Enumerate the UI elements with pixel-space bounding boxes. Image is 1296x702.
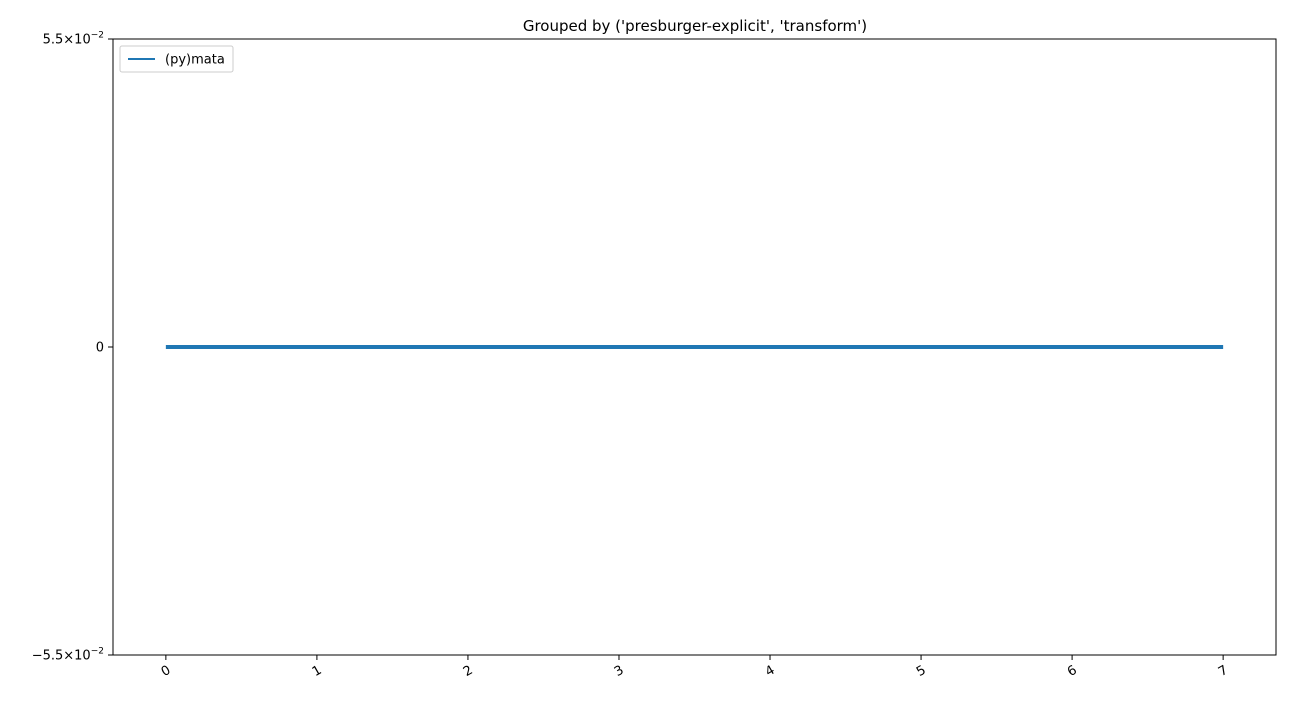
y-tick-label: 5.5×10−2 (43, 31, 104, 48)
y-axis: 5.5×10−2 0 −5.5×10−2 (32, 31, 113, 664)
chart-title: Grouped by ('presburger-explicit', 'tran… (523, 17, 867, 35)
legend: (py)mata (119, 45, 234, 73)
x-tick-label: 4 (763, 663, 778, 680)
x-tick-label: 6 (1065, 663, 1080, 680)
legend-label: (py)mata (165, 53, 225, 68)
x-tick-label: 0 (159, 663, 174, 680)
x-tick-label: 3 (612, 663, 627, 680)
x-tick-label: 5 (914, 663, 929, 680)
y-tick-label: −5.5×10−2 (32, 647, 104, 664)
legend-box (119, 45, 234, 73)
y-tick-label: 0 (96, 341, 104, 356)
x-tick-label: 1 (310, 663, 325, 680)
x-tick-label: 7 (1216, 663, 1231, 680)
x-axis: 0 1 2 3 4 5 6 7 (159, 655, 1231, 680)
x-tick-label: 2 (461, 663, 476, 680)
